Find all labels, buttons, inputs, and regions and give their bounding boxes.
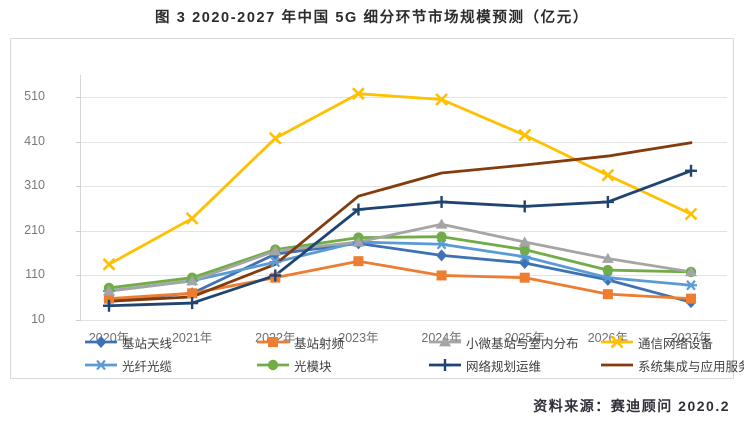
legend-swatch-icon <box>256 333 290 351</box>
y-tick-mark <box>76 275 81 277</box>
y-tick-mark <box>76 320 81 321</box>
gridline <box>81 186 727 188</box>
y-tick-mark <box>76 186 81 188</box>
legend-item-基站射频[interactable]: 基站射频 <box>256 332 344 352</box>
legend-swatch-icon <box>600 356 634 374</box>
y-tick-label: 10 <box>31 312 45 326</box>
gridline <box>81 320 727 321</box>
series-系统集成与应用服务 <box>107 141 693 303</box>
legend-swatch-icon <box>428 333 462 351</box>
y-tick-label: 310 <box>24 178 45 193</box>
figure-title: 图 3 2020-2027 年中国 5G 细分环节市场规模预测（亿元） <box>155 10 589 26</box>
legend-swatch-icon <box>84 333 118 351</box>
x-tick-label: 2025年 <box>504 331 545 345</box>
legend-item-通信网络设备[interactable]: 通信网络设备 <box>600 332 713 352</box>
series-网络规划运维 <box>107 169 693 308</box>
legend-label: 网络规划运维 <box>466 359 542 374</box>
legend-label: 通信网络设备 <box>638 336 714 351</box>
y-tick-label: 410 <box>24 133 45 148</box>
y-tick-mark <box>76 141 81 143</box>
markers-通信网络设备 <box>102 87 698 271</box>
y-tick-label: 510 <box>24 89 45 104</box>
legend-swatch-icon <box>84 356 118 374</box>
legend-label: 基站射频 <box>294 336 345 351</box>
series-光纤光缆 <box>107 240 693 293</box>
gridline <box>81 141 727 143</box>
series-光模块 <box>107 235 693 290</box>
series-基站天线 <box>107 241 693 304</box>
y-tick-mark <box>76 97 81 99</box>
legend-item-光模块[interactable]: 光模块 <box>256 355 332 375</box>
series-小微基站与室内分布 <box>107 222 693 293</box>
legend-label: 光模块 <box>294 359 332 374</box>
series-通信网络设备 <box>107 92 693 266</box>
legend-label: 光纤光缆 <box>122 359 173 374</box>
markers-小微基站与室内分布 <box>103 218 697 296</box>
legend-item-小微基站与室内分布[interactable]: 小微基站与室内分布 <box>428 332 579 352</box>
legend-item-基站天线[interactable]: 基站天线 <box>84 332 172 352</box>
legend-swatch-icon <box>428 356 462 374</box>
y-tick-label: 110 <box>25 267 45 282</box>
source-note: 资料来源：赛迪顾问 2020.2 <box>533 398 730 414</box>
y-tick-label: 210 <box>24 222 45 237</box>
legend-item-系统集成与应用服务[interactable]: 系统集成与应用服务 <box>600 355 744 375</box>
markers-网络规划运维 <box>103 164 697 312</box>
legend-label: 小微基站与室内分布 <box>466 336 579 351</box>
chart-legend: 基站天线 基站射频 小微基站与室内分布 通信网络设备光纤光缆 光模块 网络规划运维 系统集成… <box>84 332 744 376</box>
y-axis-line <box>80 75 81 320</box>
series-lines <box>102 87 698 312</box>
gridline <box>81 275 727 277</box>
x-tick-label: 2021年 <box>171 331 213 345</box>
legend-item-光纤光缆[interactable]: 光纤光缆 <box>84 355 172 375</box>
x-tick-label: 2027年 <box>670 331 712 345</box>
legend-item-网络规划运维[interactable]: 网络规划运维 <box>428 355 541 375</box>
legend-label: 基站天线 <box>122 336 173 351</box>
y-tick-mark <box>76 230 81 232</box>
legend-swatch-icon <box>256 356 290 374</box>
legend-swatch-icon <box>600 333 634 351</box>
legend-label: 系统集成与应用服务 <box>638 359 744 374</box>
x-tick-label: 2023年 <box>338 331 379 345</box>
